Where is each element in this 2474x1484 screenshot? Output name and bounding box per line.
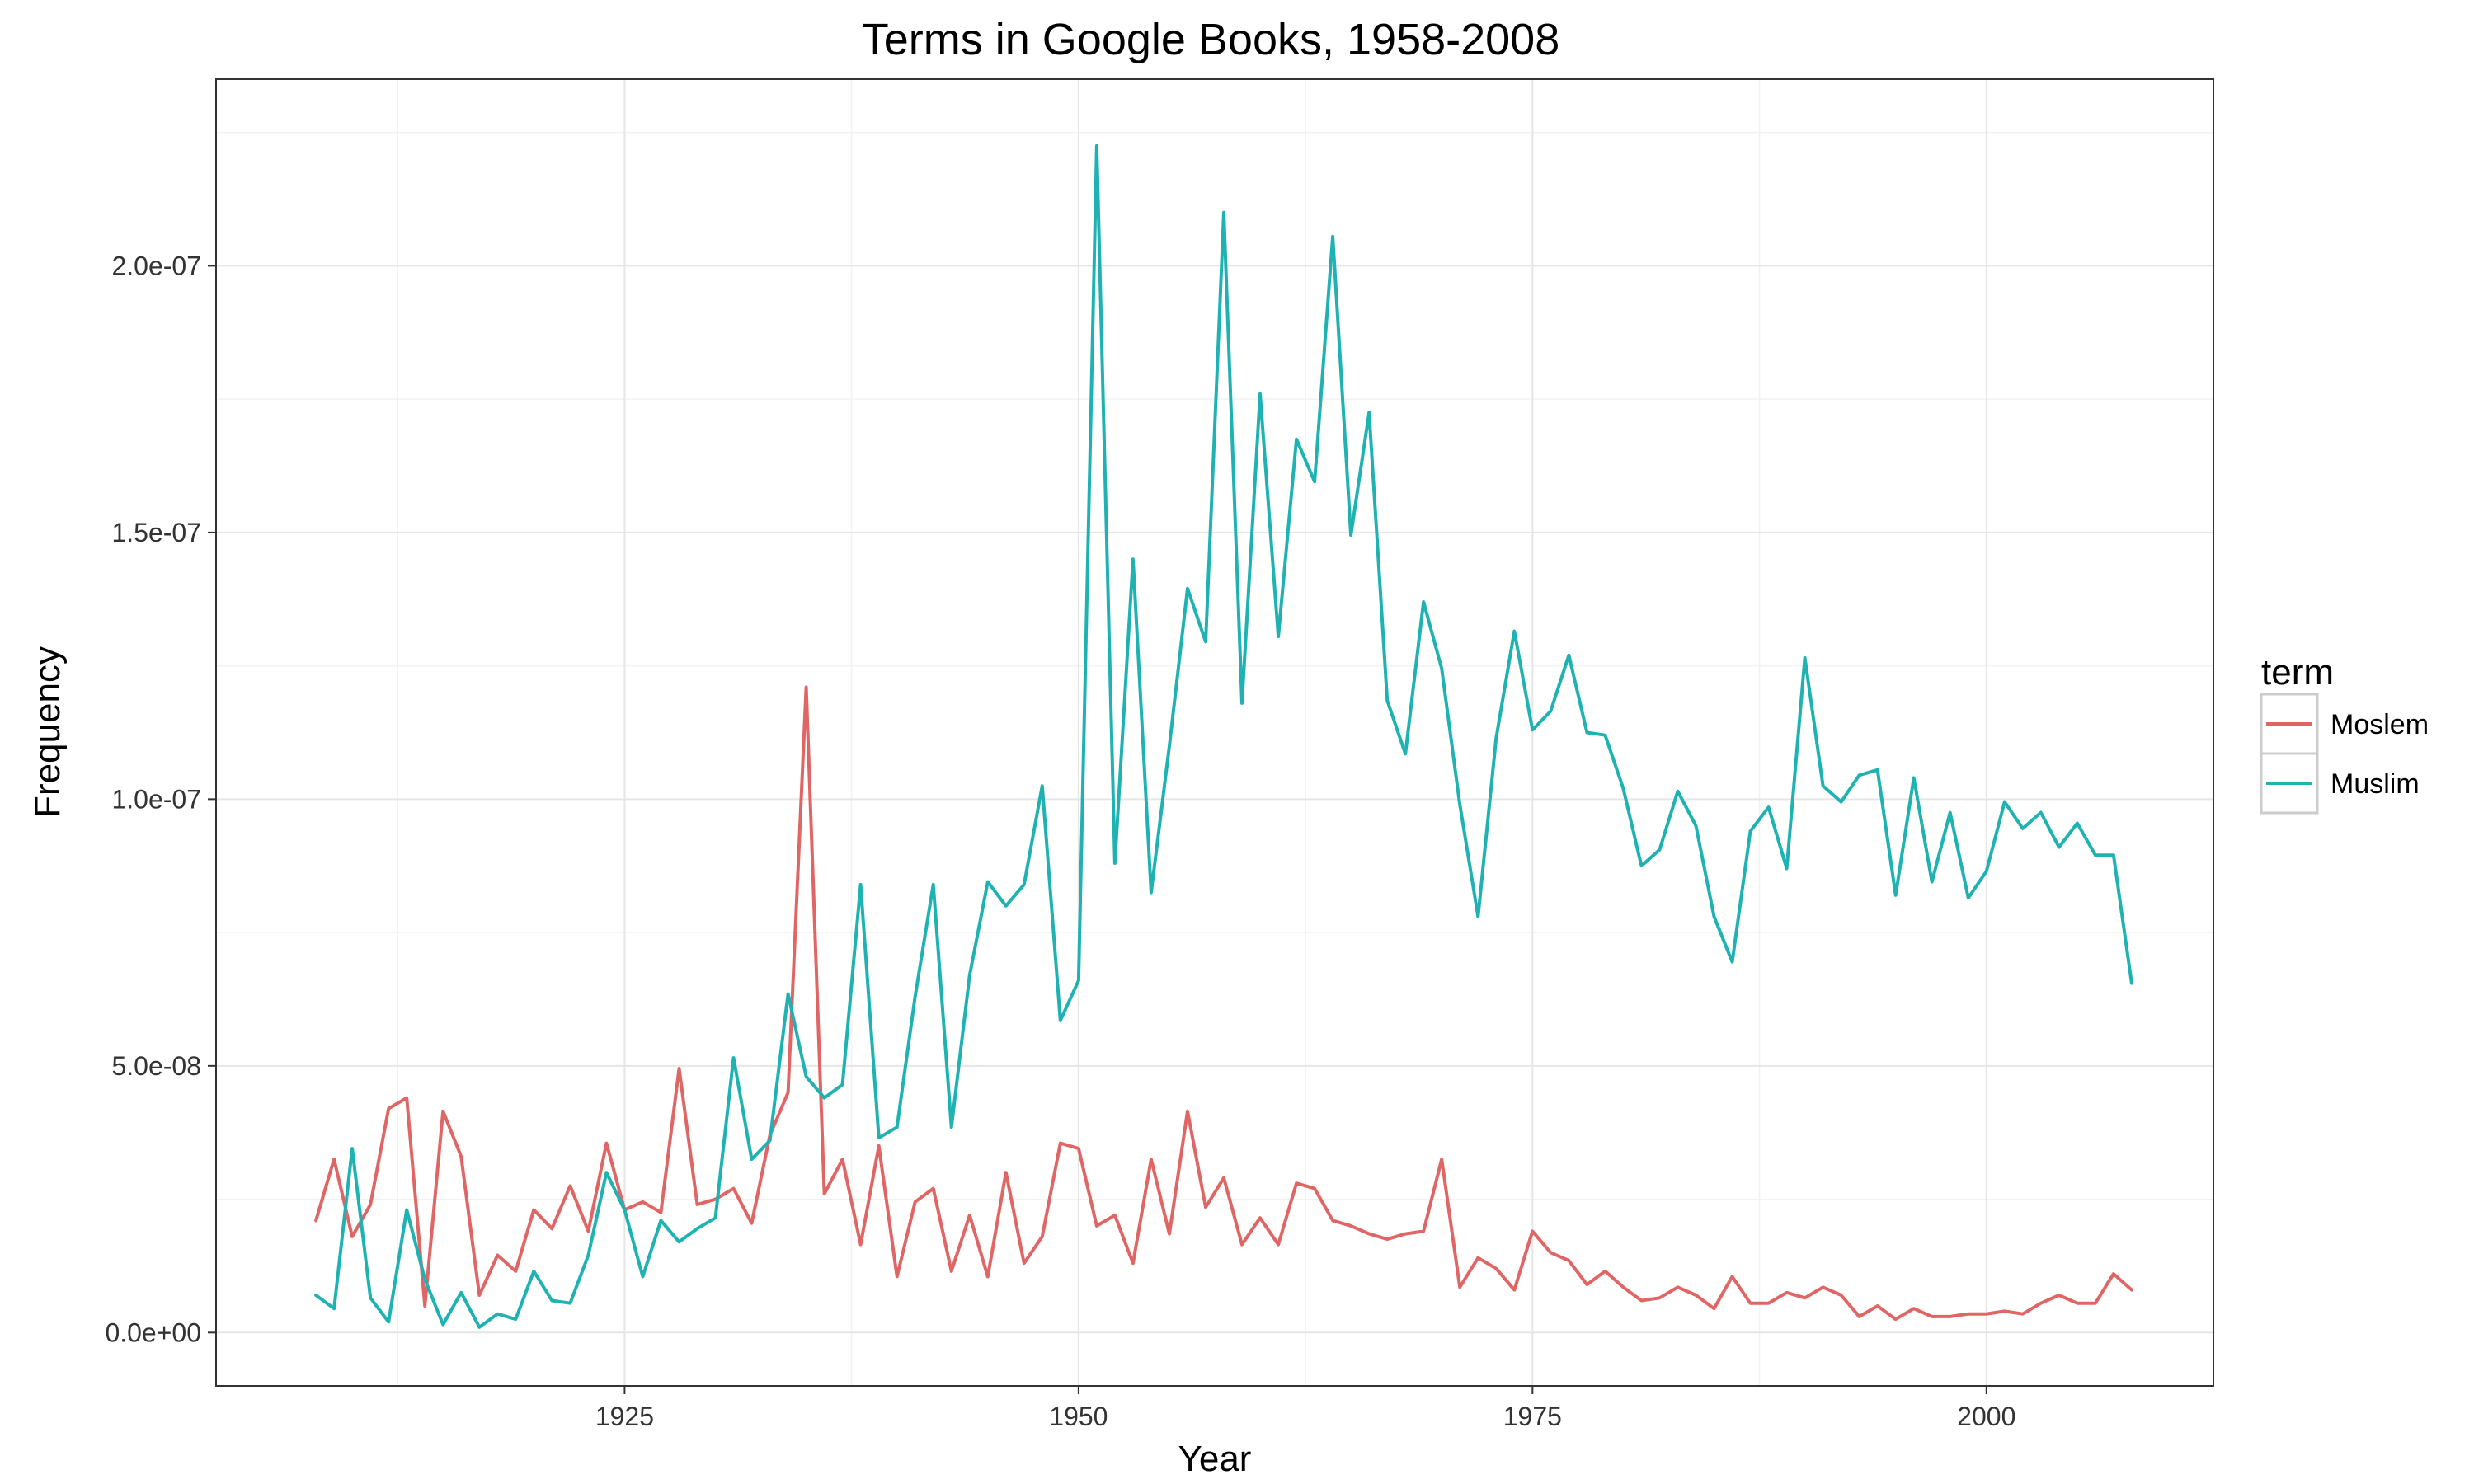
legend-key-moslem	[2260, 693, 2319, 755]
y-axis-title: Frequency	[27, 646, 68, 818]
y-tick-label: 0.0e+00	[105, 1317, 201, 1347]
y-tick-label: 5.0e-08	[111, 1051, 201, 1081]
y-tick-label: 2.0e-07	[111, 251, 201, 280]
legend-key-muslim	[2260, 752, 2319, 815]
y-tick-label: 1.5e-07	[111, 518, 201, 547]
x-tick-label: 1975	[1503, 1402, 1562, 1431]
x-tick-label: 2000	[1957, 1402, 2015, 1431]
series-line-moslem	[314, 685, 2133, 1322]
legend-label-moslem: Moslem	[2331, 709, 2429, 740]
y-tick-label: 1.0e-07	[111, 784, 201, 814]
legend: term Moslem Muslim	[2260, 652, 2429, 815]
series-line-muslim	[314, 143, 2133, 1329]
series-layer	[314, 143, 2133, 1329]
x-axis-title: Year	[1178, 1439, 1252, 1479]
plot-panel	[216, 79, 2213, 1386]
legend-label-muslim: Muslim	[2331, 768, 2420, 800]
plot-panel-border	[215, 78, 2214, 1387]
legend-title: term	[2261, 652, 2334, 693]
x-tick-label: 1925	[595, 1402, 654, 1431]
x-axis: 1925 1950 1975 2000	[595, 1386, 2015, 1431]
major-gridlines	[216, 79, 2213, 1386]
y-axis: 0.0e+00 5.0e-08 1.0e-07 1.5e-07 2.0e-07	[105, 251, 216, 1347]
chart-title: Terms in Google Books, 1958-2008	[862, 15, 1560, 64]
x-tick-label: 1950	[1049, 1402, 1108, 1431]
minor-gridlines	[216, 79, 2214, 1386]
